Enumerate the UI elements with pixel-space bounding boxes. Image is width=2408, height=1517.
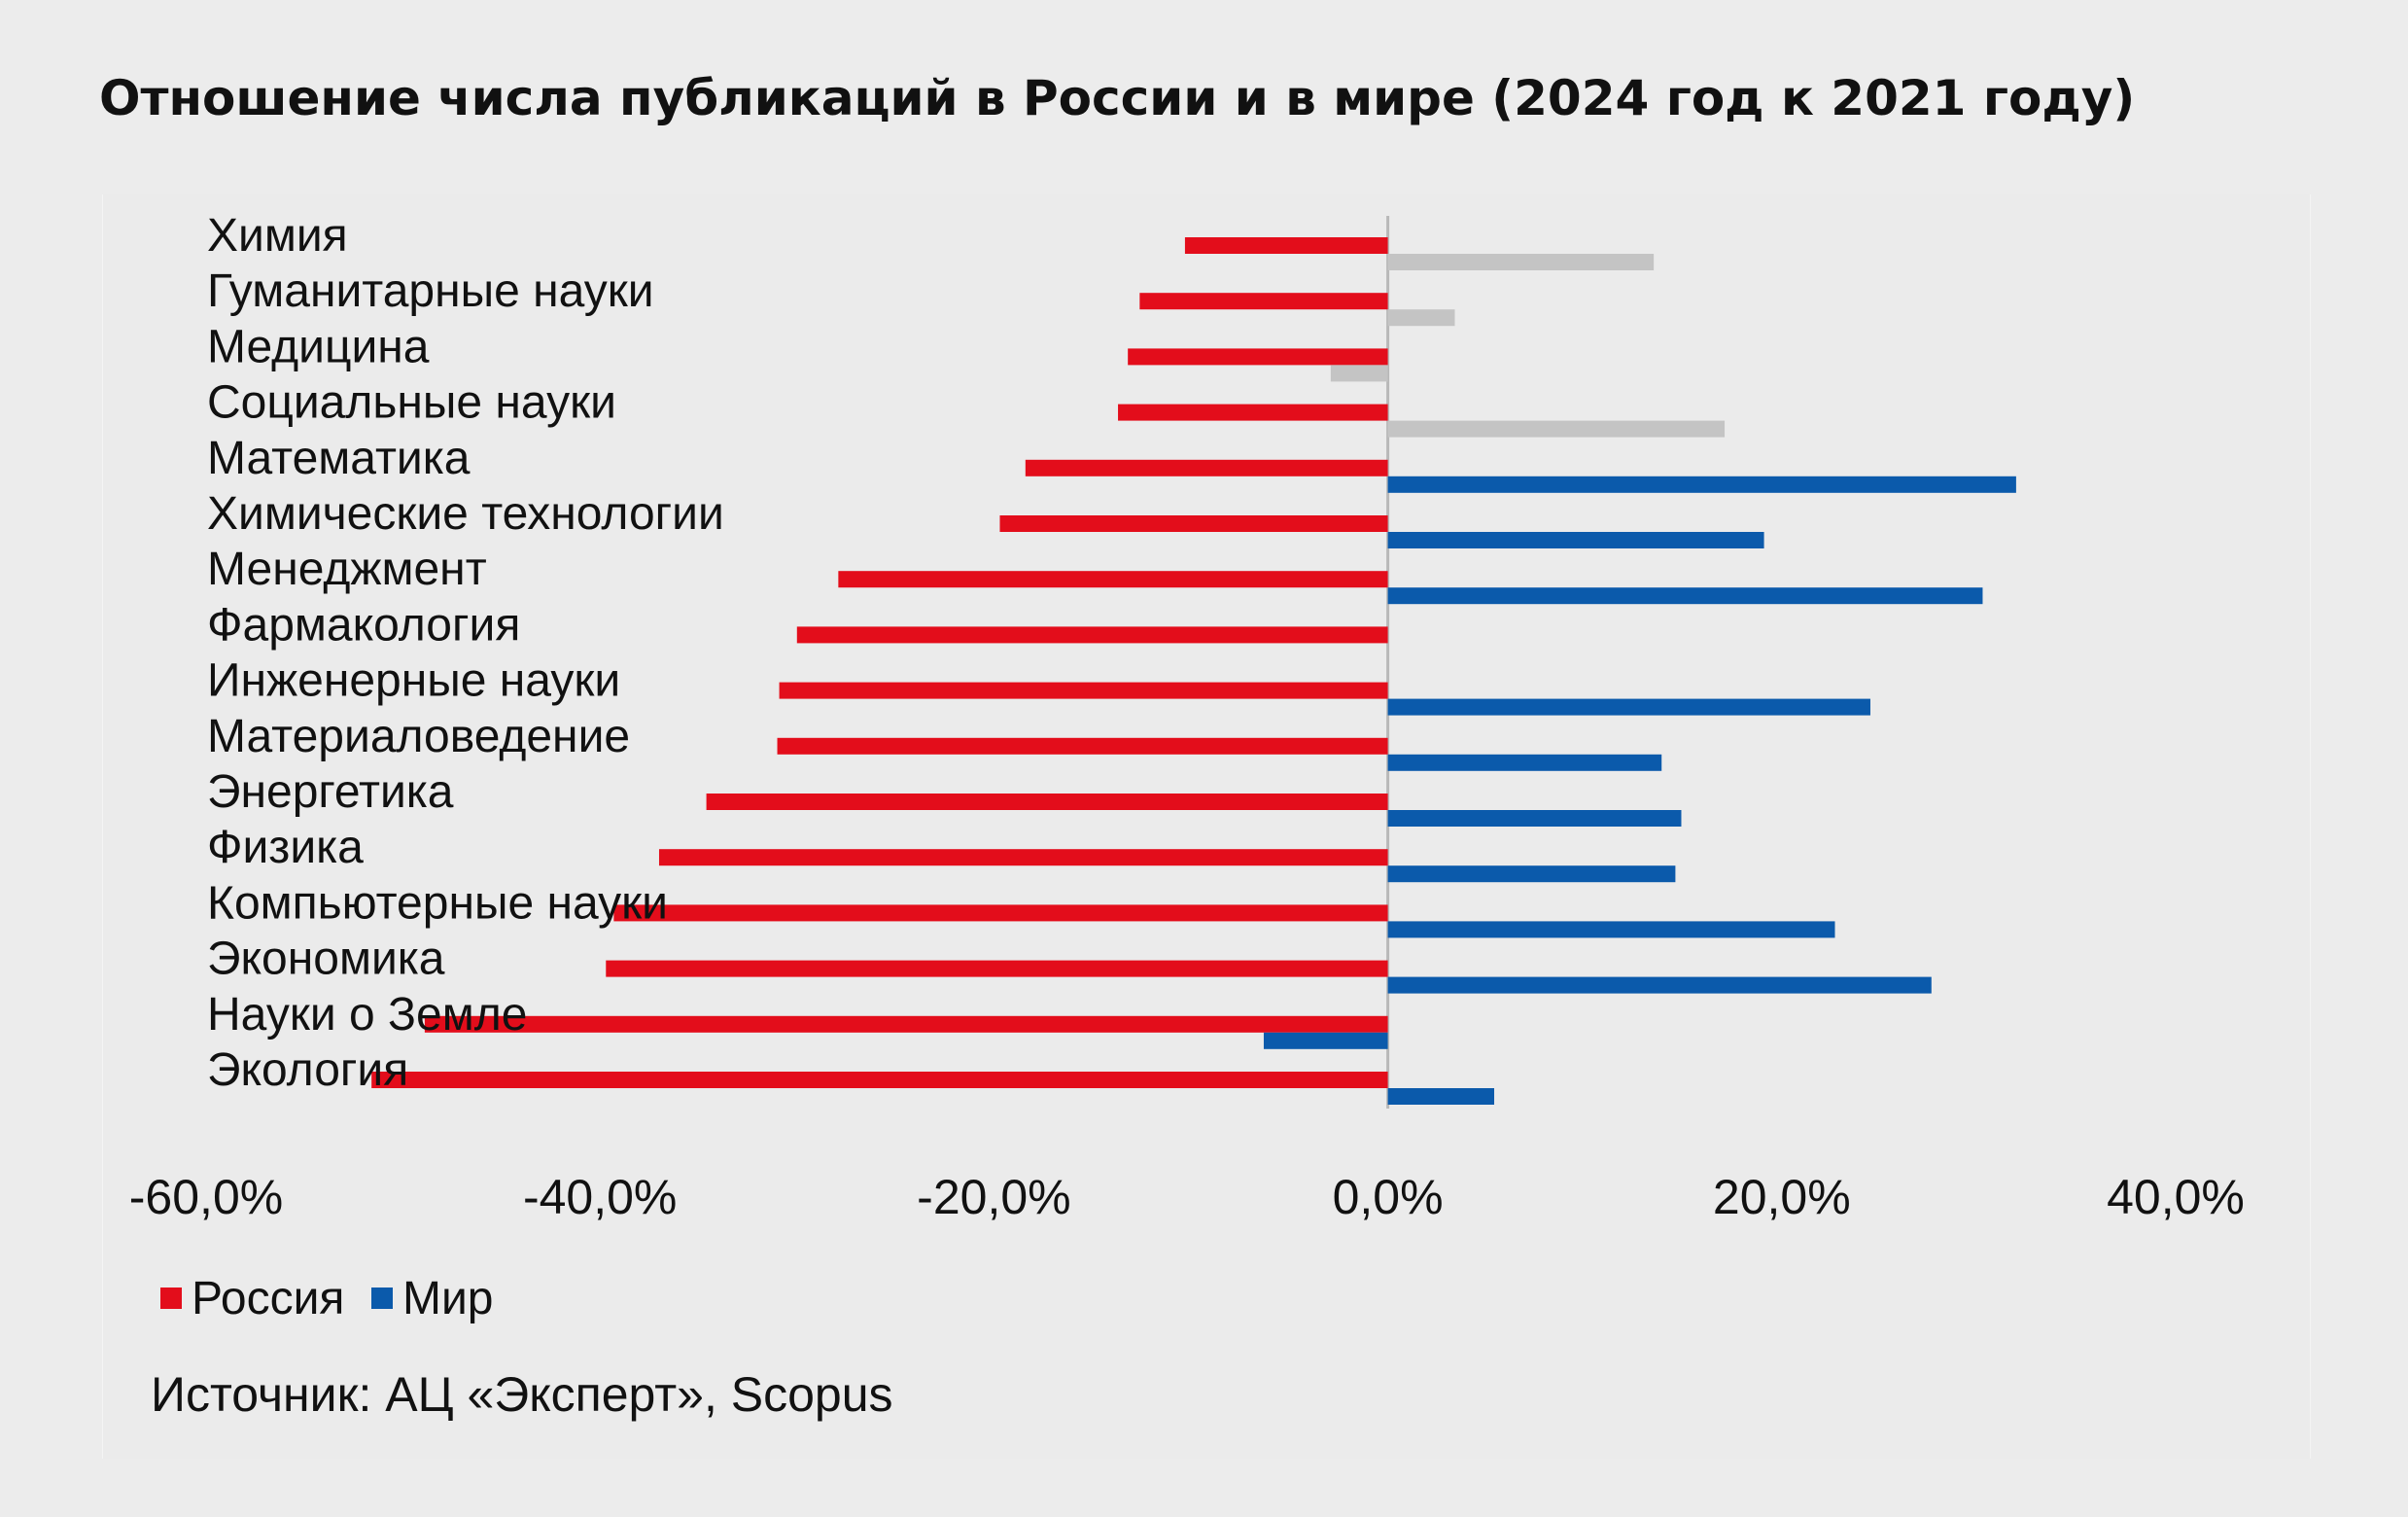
bar-world-5: [1387, 532, 1764, 548]
bar-world-4: [1387, 476, 2016, 493]
legend-russia-label: Россия: [192, 1272, 345, 1324]
category-label-3: Социальные науки: [207, 377, 616, 429]
bar-russia-10: [706, 794, 1388, 810]
bar-russia-14: [424, 1015, 1388, 1033]
category-label-13: Экономика: [207, 934, 445, 985]
bar-world-3: [1387, 420, 1726, 438]
bar-russia-12: [613, 904, 1388, 922]
bar-russia-3: [1118, 404, 1388, 421]
bar-russia-9: [777, 737, 1388, 755]
category-label-1: Гуманитарные науки: [207, 265, 654, 317]
legend-world: Мир: [371, 1269, 494, 1327]
legend-world-swatch: [371, 1288, 393, 1309]
bar-world-6: [1387, 587, 1983, 605]
legend-world-label: Мир: [402, 1272, 494, 1324]
category-label-4: Математика: [207, 433, 471, 484]
bar-world-8: [1387, 698, 1870, 716]
bar-world-2: [1330, 365, 1388, 382]
category-label-5: Химические технологии: [207, 488, 724, 540]
category-label-8: Инженерные науки: [207, 655, 620, 707]
x-tick-label-0: -60,0%: [129, 1170, 283, 1224]
x-tick-label-1: -40,0%: [523, 1170, 677, 1224]
bar-russia-13: [606, 960, 1388, 977]
category-label-14: Науки о Земле: [207, 989, 527, 1041]
bar-world-12: [1387, 921, 1835, 938]
category-label-0: Химия: [207, 210, 348, 262]
category-label-2: Медицина: [207, 321, 430, 372]
category-label-12: Компьютерные науки: [207, 877, 668, 929]
bar-world-10: [1387, 810, 1682, 827]
category-label-9: Материаловедение: [207, 711, 630, 762]
bar-russia-8: [779, 682, 1388, 699]
bar-russia-5: [999, 515, 1388, 532]
bar-russia-0: [1184, 237, 1388, 254]
bar-russia-1: [1139, 293, 1388, 310]
category-label-6: Менеджмент: [207, 544, 487, 595]
bar-world-14: [1263, 1032, 1388, 1049]
bar-world-0: [1387, 254, 1655, 270]
bar-russia-2: [1128, 348, 1388, 366]
category-label-11: Физика: [207, 822, 364, 873]
bar-russia-15: [371, 1072, 1388, 1088]
bar-world-9: [1387, 754, 1662, 771]
bar-world-1: [1387, 309, 1455, 327]
bar-russia-11: [658, 849, 1388, 866]
legend-russia: Россия: [160, 1269, 344, 1327]
category-label-7: Фармакология: [207, 599, 520, 651]
x-tick-label-4: 20,0%: [1713, 1170, 1851, 1224]
category-label-10: Энергетика: [207, 766, 454, 818]
legend-russia-swatch: [160, 1288, 182, 1309]
bar-world-11: [1387, 865, 1676, 883]
chart-title: Отношение числа публикаций в России и в …: [99, 70, 2136, 126]
bar-russia-7: [796, 626, 1388, 644]
bar-world-13: [1387, 976, 1932, 994]
bar-world-15: [1387, 1088, 1495, 1105]
bar-russia-4: [1025, 459, 1388, 476]
bar-russia-6: [838, 571, 1388, 588]
source-note: Источник: АЦ «Эксперт», Scopus: [151, 1367, 893, 1422]
x-tick-label-5: 40,0%: [2107, 1170, 2245, 1224]
category-label-15: Экология: [207, 1044, 408, 1096]
x-tick-label-2: -20,0%: [917, 1170, 1070, 1224]
x-tick-label-3: 0,0%: [1333, 1170, 1444, 1224]
